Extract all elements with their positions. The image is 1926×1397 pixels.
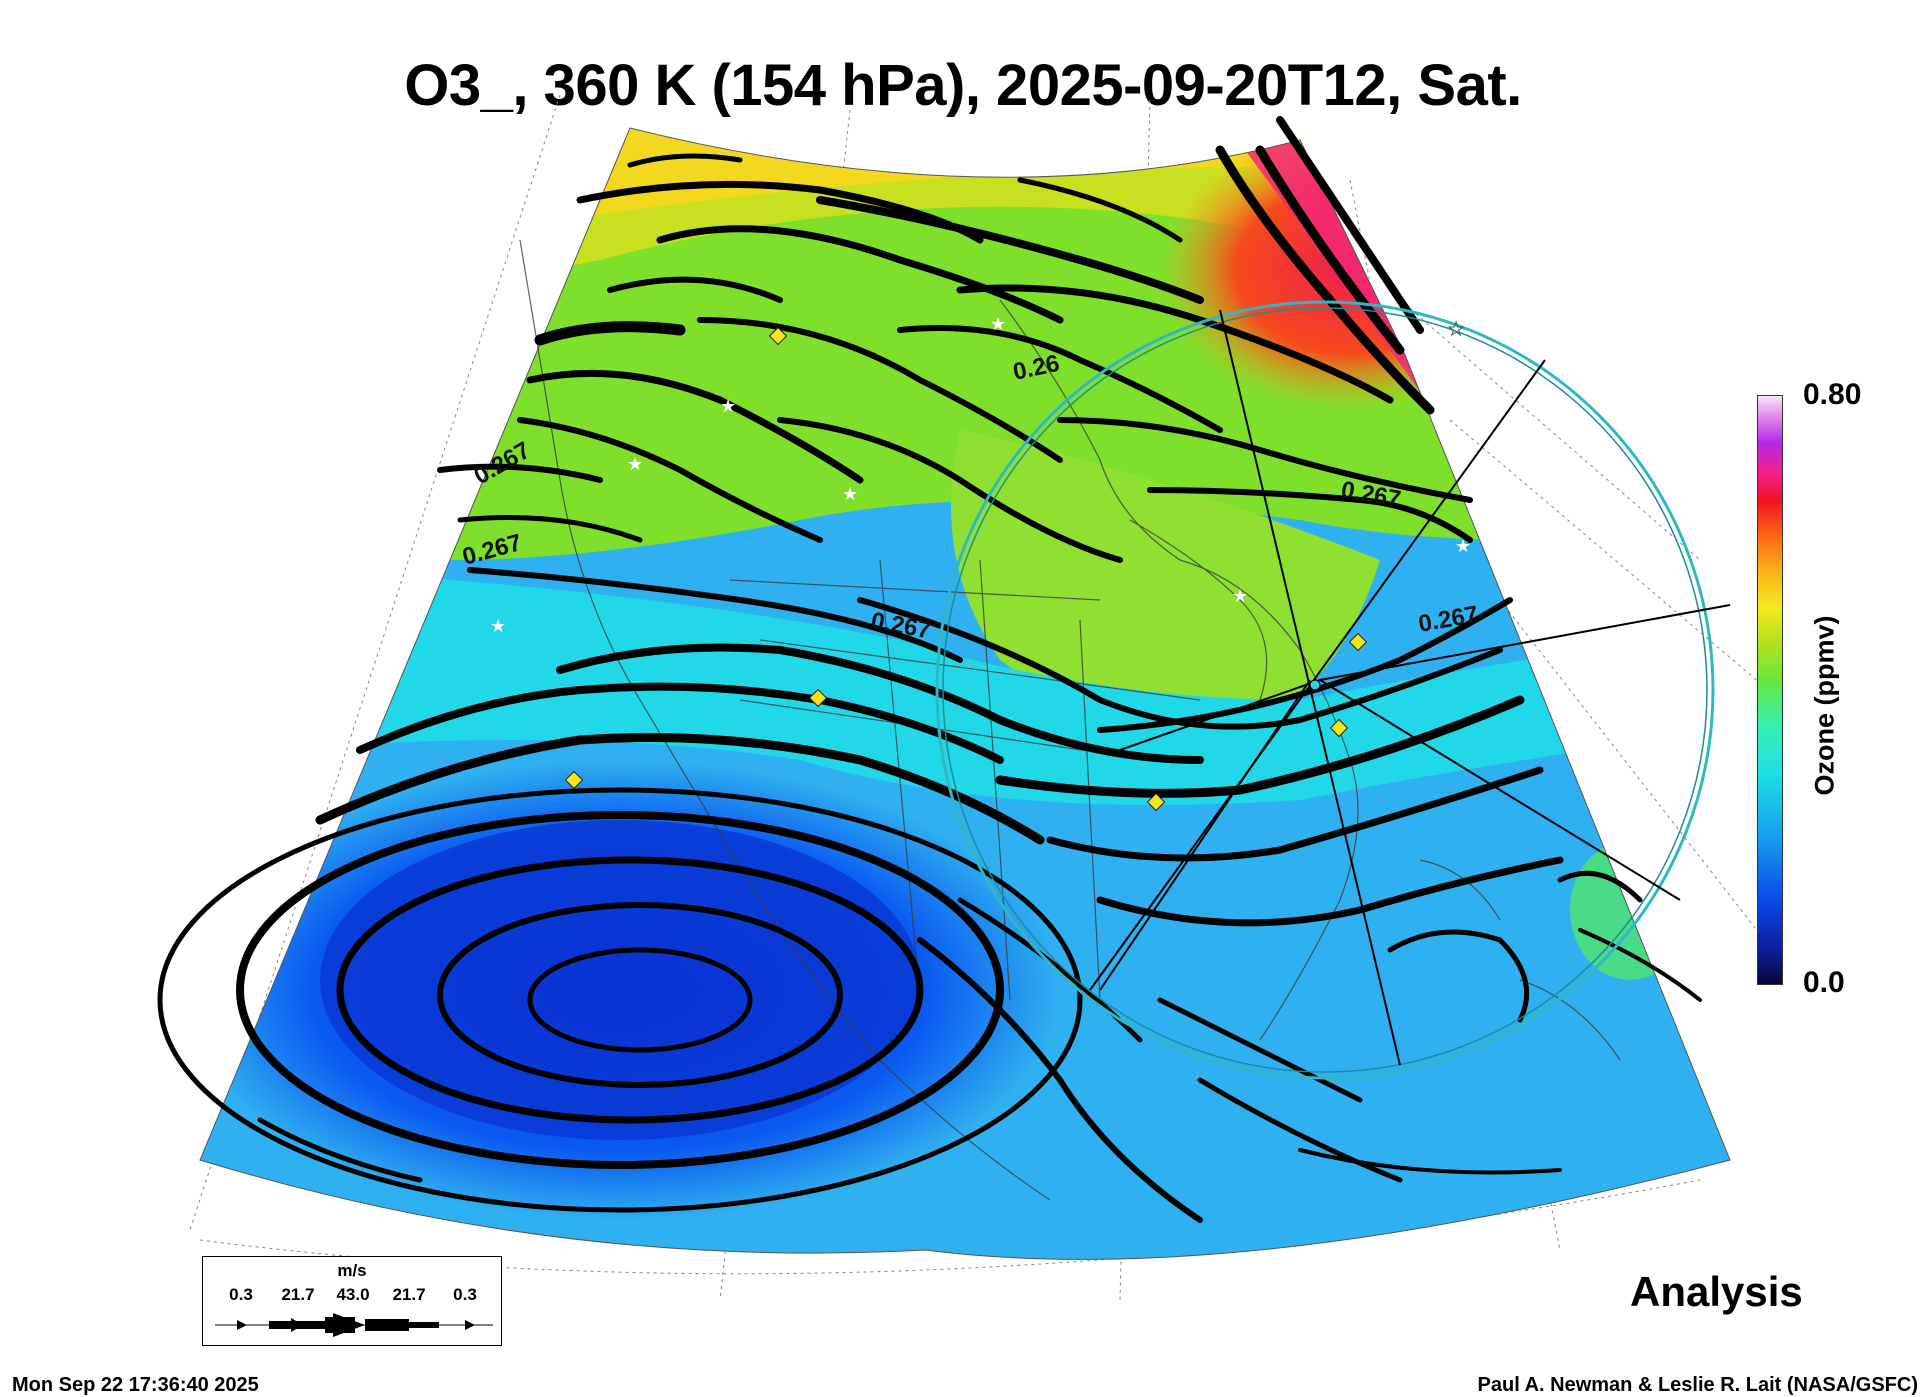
wind-legend-tick: 21.7 — [281, 1285, 315, 1304]
wind-legend-tick: 43.0 — [336, 1285, 370, 1304]
station-diamond — [1348, 632, 1368, 652]
map-title: O3_, 360 K (154 hPa), 2025-09-20T12, Sat… — [404, 53, 1522, 118]
station-diamond — [808, 688, 828, 708]
station-diamonds — [564, 326, 1368, 812]
target-marker — [1309, 679, 1321, 691]
wind-legend: m/s 0.3 21.7 43.0 21.7 0.3 — [202, 1256, 502, 1346]
station-star: ★ — [1448, 319, 1464, 340]
station-star: ★ — [1455, 536, 1471, 557]
streamlines — [157, 116, 1702, 1223]
wind-legend-tick: 0.3 — [229, 1285, 253, 1304]
station-diamond — [1329, 718, 1349, 738]
station-star: ★ — [1232, 586, 1248, 607]
colorbar-title: Ozone (ppmv) — [1809, 615, 1840, 796]
range-ring — [935, 300, 1715, 1080]
station-diamond — [1146, 792, 1166, 812]
station-diamond — [564, 770, 584, 790]
colorbar-min-label: 0.0 — [1803, 966, 1845, 999]
station-stars: ★ ★ ★ ★ ★ ★ ★ ★ — [490, 314, 1471, 637]
wind-legend-unit: m/s — [337, 1261, 367, 1280]
timestamp: Mon Sep 22 17:36:40 2025 — [12, 1374, 259, 1396]
ozone-field — [200, 128, 1730, 1260]
wind-legend-tick: 21.7 — [392, 1285, 426, 1304]
station-star: ★ — [720, 396, 736, 417]
station-star: ★ — [627, 454, 643, 475]
station-star: ★ — [842, 484, 858, 505]
analysis-label: Analysis — [1630, 1268, 1803, 1315]
wind-legend-tick: 0.3 — [453, 1285, 477, 1304]
wind-legend-arrow — [215, 1313, 493, 1337]
colorbar — [1757, 395, 1783, 985]
station-star: ★ — [490, 616, 506, 637]
credit-line: Paul A. Newman & Leslie R. Lait (NASA/GS… — [1477, 1374, 1918, 1396]
station-star: ★ — [990, 314, 1006, 335]
map-border — [199, 127, 1731, 1260]
colorbar-max-label: 0.80 — [1803, 378, 1862, 411]
flight-tracks — [1089, 309, 1731, 1066]
station-diamond — [768, 326, 788, 346]
